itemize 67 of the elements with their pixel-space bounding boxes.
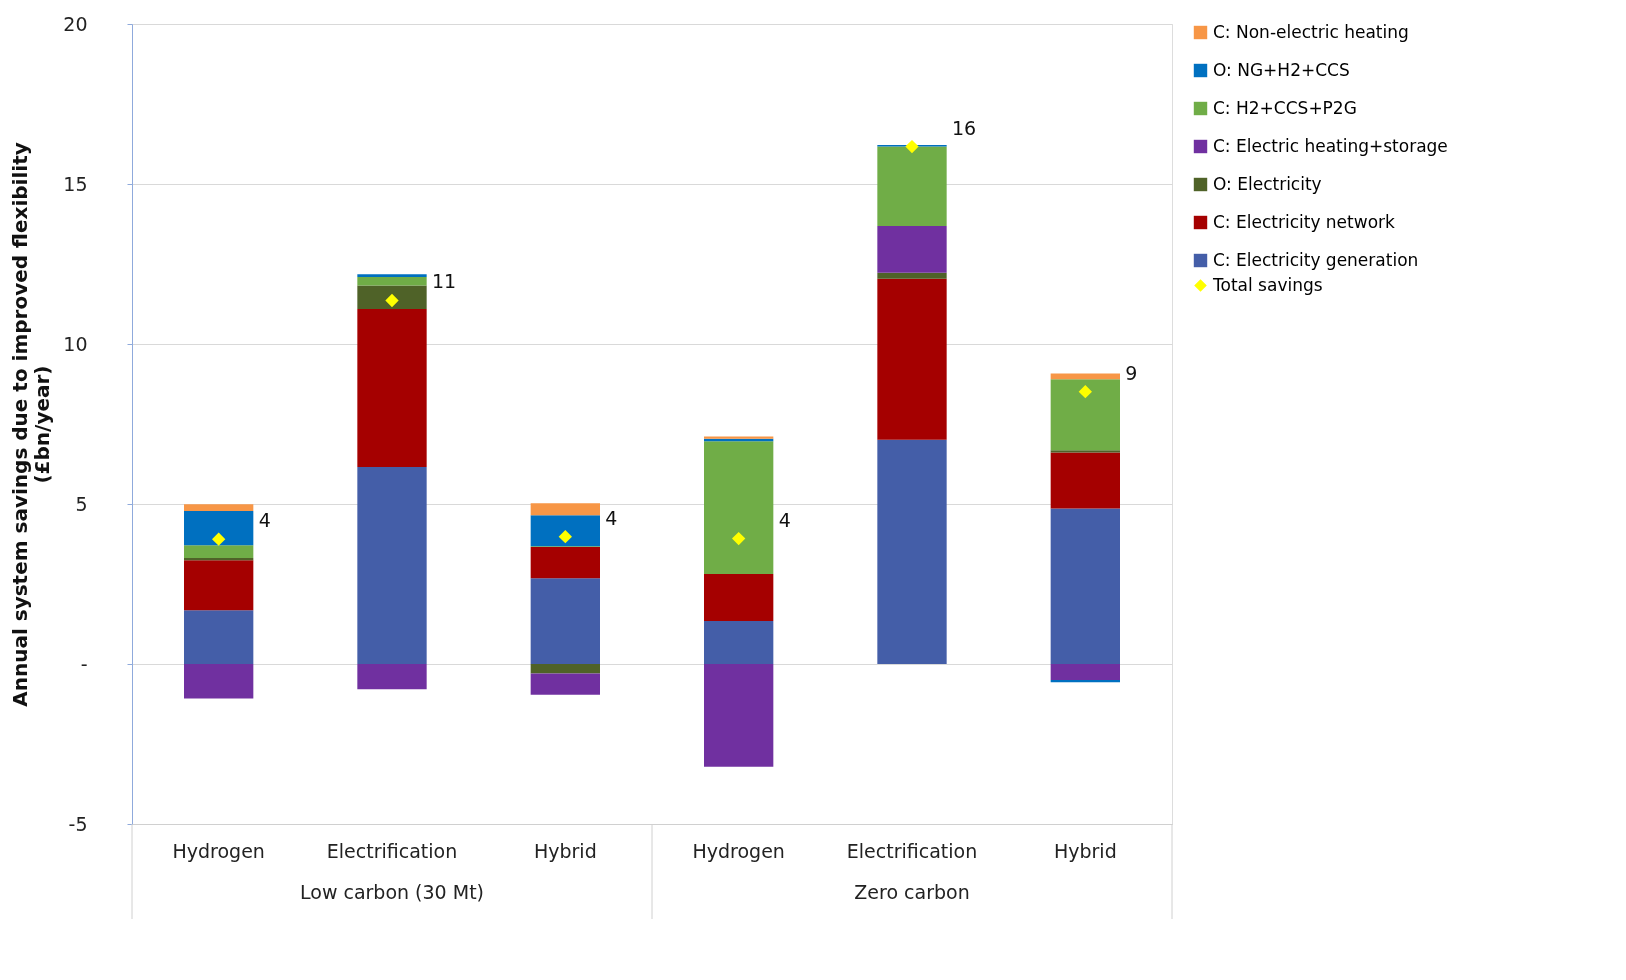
- point: [212, 532, 225, 546]
- legend-label: O: Electricity: [1213, 173, 1322, 194]
- bar: [184, 664, 254, 699]
- bar: [1050, 379, 1120, 451]
- point: [1079, 385, 1092, 398]
- bar: [357, 466, 427, 664]
- legend-label: C: Electricity network: [1213, 211, 1396, 232]
- bar: [184, 610, 254, 664]
- data-label: 4: [778, 508, 791, 531]
- data-label: 4: [605, 506, 618, 529]
- x-tick-label: Hydrogen: [692, 839, 785, 862]
- bar: [1050, 373, 1120, 380]
- point: [559, 530, 572, 543]
- bar: [530, 503, 600, 516]
- bar: [184, 511, 254, 546]
- point: [732, 532, 745, 545]
- bar: [357, 664, 427, 690]
- bar: [1050, 508, 1120, 664]
- bar: [704, 621, 774, 664]
- legend-label: O: NG+H2+CCS: [1213, 59, 1350, 80]
- x-tick-label: Electrification: [846, 839, 978, 862]
- bar: [1050, 452, 1120, 509]
- x-tick-label: Hydrogen: [172, 839, 265, 862]
- data-label: 11: [432, 270, 457, 293]
- text: Low carbon (30 Mt): [299, 881, 485, 903]
- legend-label: C: Electric heating+storage: [1213, 135, 1448, 156]
- bar: [877, 439, 947, 664]
- bar: [357, 277, 427, 286]
- bar: [184, 545, 254, 559]
- text: Zero carbon: [854, 881, 970, 903]
- y-tick-label: 10: [63, 332, 88, 355]
- data-label: 16: [952, 116, 977, 139]
- legend-label: Total savings: [1212, 274, 1323, 295]
- bar: [1050, 664, 1120, 680]
- y-tick-label: 5: [75, 492, 88, 515]
- bar: [530, 546, 600, 579]
- y-axis-title: Annual system savings due to improved flexibility (£bn/year): [8, 142, 55, 707]
- data-label: 9: [1125, 361, 1138, 384]
- bar: [704, 441, 774, 575]
- x-tick-label: Hybrid: [533, 839, 597, 862]
- y-tick-label: -: [80, 652, 88, 675]
- bar: [877, 146, 947, 226]
- bar: [357, 274, 427, 278]
- x-tick-label: Hybrid: [1053, 839, 1117, 862]
- bar: [357, 285, 427, 310]
- bar: [530, 515, 600, 547]
- bar: [704, 664, 774, 767]
- point: [385, 294, 399, 307]
- y-tick-label: 20: [63, 12, 88, 35]
- y-tick-label: 15: [63, 172, 88, 195]
- bar: [530, 664, 600, 674]
- bar: [877, 272, 947, 279]
- bar: [184, 560, 254, 611]
- bar: [704, 574, 774, 622]
- bar: [184, 504, 254, 512]
- bar: [530, 578, 600, 664]
- data-label: 4: [258, 509, 271, 532]
- legend-label: C: H2+CCS+P2G: [1213, 97, 1357, 118]
- y-tick-label: -5: [68, 812, 88, 835]
- legend-label: C: Non-electric heating: [1213, 21, 1409, 42]
- bar: [357, 309, 427, 467]
- bar: [877, 278, 947, 440]
- bar: [877, 225, 947, 273]
- bar: [530, 673, 600, 695]
- legend-label: C: Electricity generation: [1213, 249, 1419, 270]
- x-tick-label: Electrification: [326, 839, 458, 862]
- point: [905, 140, 919, 153]
